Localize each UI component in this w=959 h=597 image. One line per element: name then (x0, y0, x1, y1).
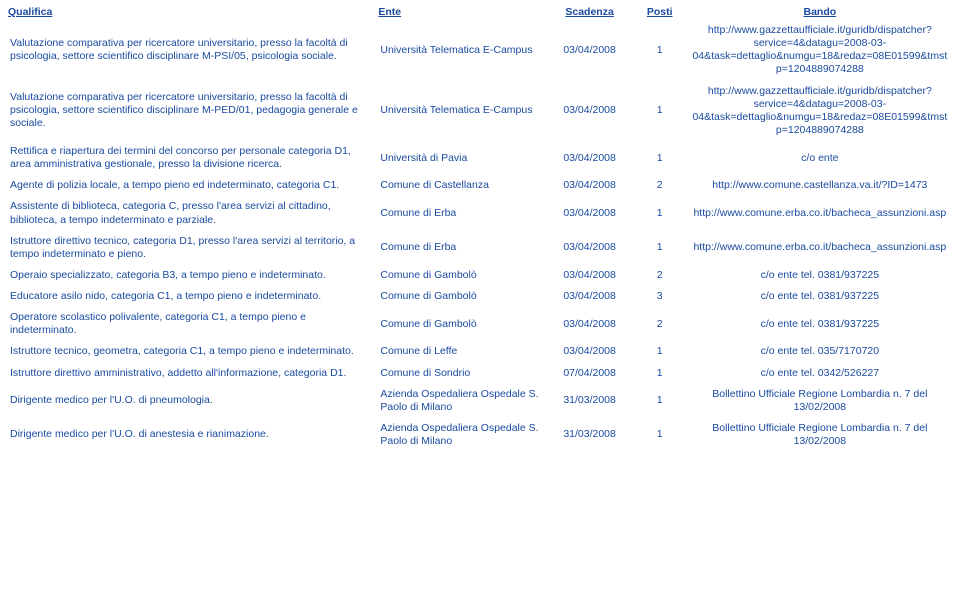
cell-qualifica: Istruttore tecnico, geometra, categoria … (4, 341, 374, 362)
table-row: Educatore asilo nido, categoria C1, a te… (4, 286, 955, 307)
cell-posti: 1 (635, 418, 685, 452)
cell-posti: 1 (635, 363, 685, 384)
cell-qualifica: Istruttore direttivo amministrativo, add… (4, 363, 374, 384)
cell-bando: http://www.gazzettaufficiale.it/guridb/d… (685, 81, 955, 142)
cell-qualifica: Dirigente medico per l'U.O. di anestesia… (4, 418, 374, 452)
cell-qualifica: Operaio specializzato, categoria B3, a t… (4, 265, 374, 286)
cell-ente: Università Telematica E-Campus (374, 20, 544, 81)
cell-scadenza: 07/04/2008 (545, 363, 635, 384)
cell-bando: http://www.comune.erba.co.it/bacheca_ass… (685, 231, 955, 265)
cell-bando: c/o ente tel. 0342/526227 (685, 363, 955, 384)
cell-scadenza: 03/04/2008 (545, 175, 635, 196)
cell-ente: Comune di Gambolò (374, 307, 544, 341)
cell-bando: http://www.comune.erba.co.it/bacheca_ass… (685, 196, 955, 230)
cell-qualifica: Valutazione comparativa per ricercatore … (4, 20, 374, 81)
cell-qualifica: Rettifica e riapertura dei termini del c… (4, 141, 374, 175)
cell-scadenza: 03/04/2008 (545, 265, 635, 286)
cell-bando: c/o ente tel. 0381/937225 (685, 307, 955, 341)
cell-posti: 1 (635, 141, 685, 175)
cell-qualifica: Assistente di biblioteca, categoria C, p… (4, 196, 374, 230)
table-row: Valutazione comparativa per ricercatore … (4, 20, 955, 81)
table-row: Assistente di biblioteca, categoria C, p… (4, 196, 955, 230)
table-row: Dirigente medico per l'U.O. di anestesia… (4, 418, 955, 452)
cell-ente: Comune di Gambolò (374, 265, 544, 286)
cell-posti: 3 (635, 286, 685, 307)
jobs-table: Qualifica Ente Scadenza Posti Bando Valu… (4, 4, 955, 452)
cell-bando: c/o ente tel. 035/7170720 (685, 341, 955, 362)
cell-ente: Comune di Gambolò (374, 286, 544, 307)
cell-qualifica: Dirigente medico per l'U.O. di pneumolog… (4, 384, 374, 418)
table-row: Operaio specializzato, categoria B3, a t… (4, 265, 955, 286)
table-row: Operatore scolastico polivalente, catego… (4, 307, 955, 341)
cell-bando: c/o ente tel. 0381/937225 (685, 265, 955, 286)
cell-ente: Azienda Ospedaliera Ospedale S. Paolo di… (374, 384, 544, 418)
cell-bando: http://www.gazzettaufficiale.it/guridb/d… (685, 20, 955, 81)
cell-posti: 1 (635, 231, 685, 265)
cell-bando: Bollettino Ufficiale Regione Lombardia n… (685, 384, 955, 418)
cell-scadenza: 03/04/2008 (545, 20, 635, 81)
table-row: Valutazione comparativa per ricercatore … (4, 81, 955, 142)
cell-bando: c/o ente tel. 0381/937225 (685, 286, 955, 307)
cell-scadenza: 03/04/2008 (545, 341, 635, 362)
cell-ente: Comune di Castellanza (374, 175, 544, 196)
table-row: Istruttore tecnico, geometra, categoria … (4, 341, 955, 362)
cell-scadenza: 03/04/2008 (545, 286, 635, 307)
cell-scadenza: 03/04/2008 (545, 141, 635, 175)
header-posti: Posti (635, 4, 685, 20)
cell-ente: Università Telematica E-Campus (374, 81, 544, 142)
cell-scadenza: 03/04/2008 (545, 307, 635, 341)
cell-posti: 1 (635, 20, 685, 81)
cell-bando: c/o ente (685, 141, 955, 175)
cell-scadenza: 03/04/2008 (545, 196, 635, 230)
cell-ente: Azienda Ospedaliera Ospedale S. Paolo di… (374, 418, 544, 452)
header-ente: Ente (374, 4, 544, 20)
cell-qualifica: Educatore asilo nido, categoria C1, a te… (4, 286, 374, 307)
table-row: Istruttore direttivo tecnico, categoria … (4, 231, 955, 265)
cell-posti: 2 (635, 307, 685, 341)
cell-posti: 1 (635, 196, 685, 230)
cell-posti: 1 (635, 384, 685, 418)
cell-posti: 1 (635, 81, 685, 142)
cell-scadenza: 03/04/2008 (545, 81, 635, 142)
table-row: Rettifica e riapertura dei termini del c… (4, 141, 955, 175)
cell-posti: 1 (635, 341, 685, 362)
table-row: Agente di polizia locale, a tempo pieno … (4, 175, 955, 196)
table-header-row: Qualifica Ente Scadenza Posti Bando (4, 4, 955, 20)
cell-scadenza: 31/03/2008 (545, 418, 635, 452)
table-row: Istruttore direttivo amministrativo, add… (4, 363, 955, 384)
cell-qualifica: Operatore scolastico polivalente, catego… (4, 307, 374, 341)
cell-qualifica: Valutazione comparativa per ricercatore … (4, 81, 374, 142)
header-scadenza: Scadenza (545, 4, 635, 20)
cell-ente: Comune di Erba (374, 196, 544, 230)
cell-scadenza: 03/04/2008 (545, 231, 635, 265)
cell-posti: 2 (635, 265, 685, 286)
cell-qualifica: Istruttore direttivo tecnico, categoria … (4, 231, 374, 265)
header-bando: Bando (685, 4, 955, 20)
cell-ente: Comune di Erba (374, 231, 544, 265)
table-row: Dirigente medico per l'U.O. di pneumolog… (4, 384, 955, 418)
cell-bando: Bollettino Ufficiale Regione Lombardia n… (685, 418, 955, 452)
cell-ente: Comune di Sondrio (374, 363, 544, 384)
cell-bando: http://www.comune.castellanza.va.it/?ID=… (685, 175, 955, 196)
header-qualifica: Qualifica (4, 4, 374, 20)
cell-scadenza: 31/03/2008 (545, 384, 635, 418)
cell-posti: 2 (635, 175, 685, 196)
cell-ente: Comune di Leffe (374, 341, 544, 362)
cell-qualifica: Agente di polizia locale, a tempo pieno … (4, 175, 374, 196)
cell-ente: Università di Pavia (374, 141, 544, 175)
